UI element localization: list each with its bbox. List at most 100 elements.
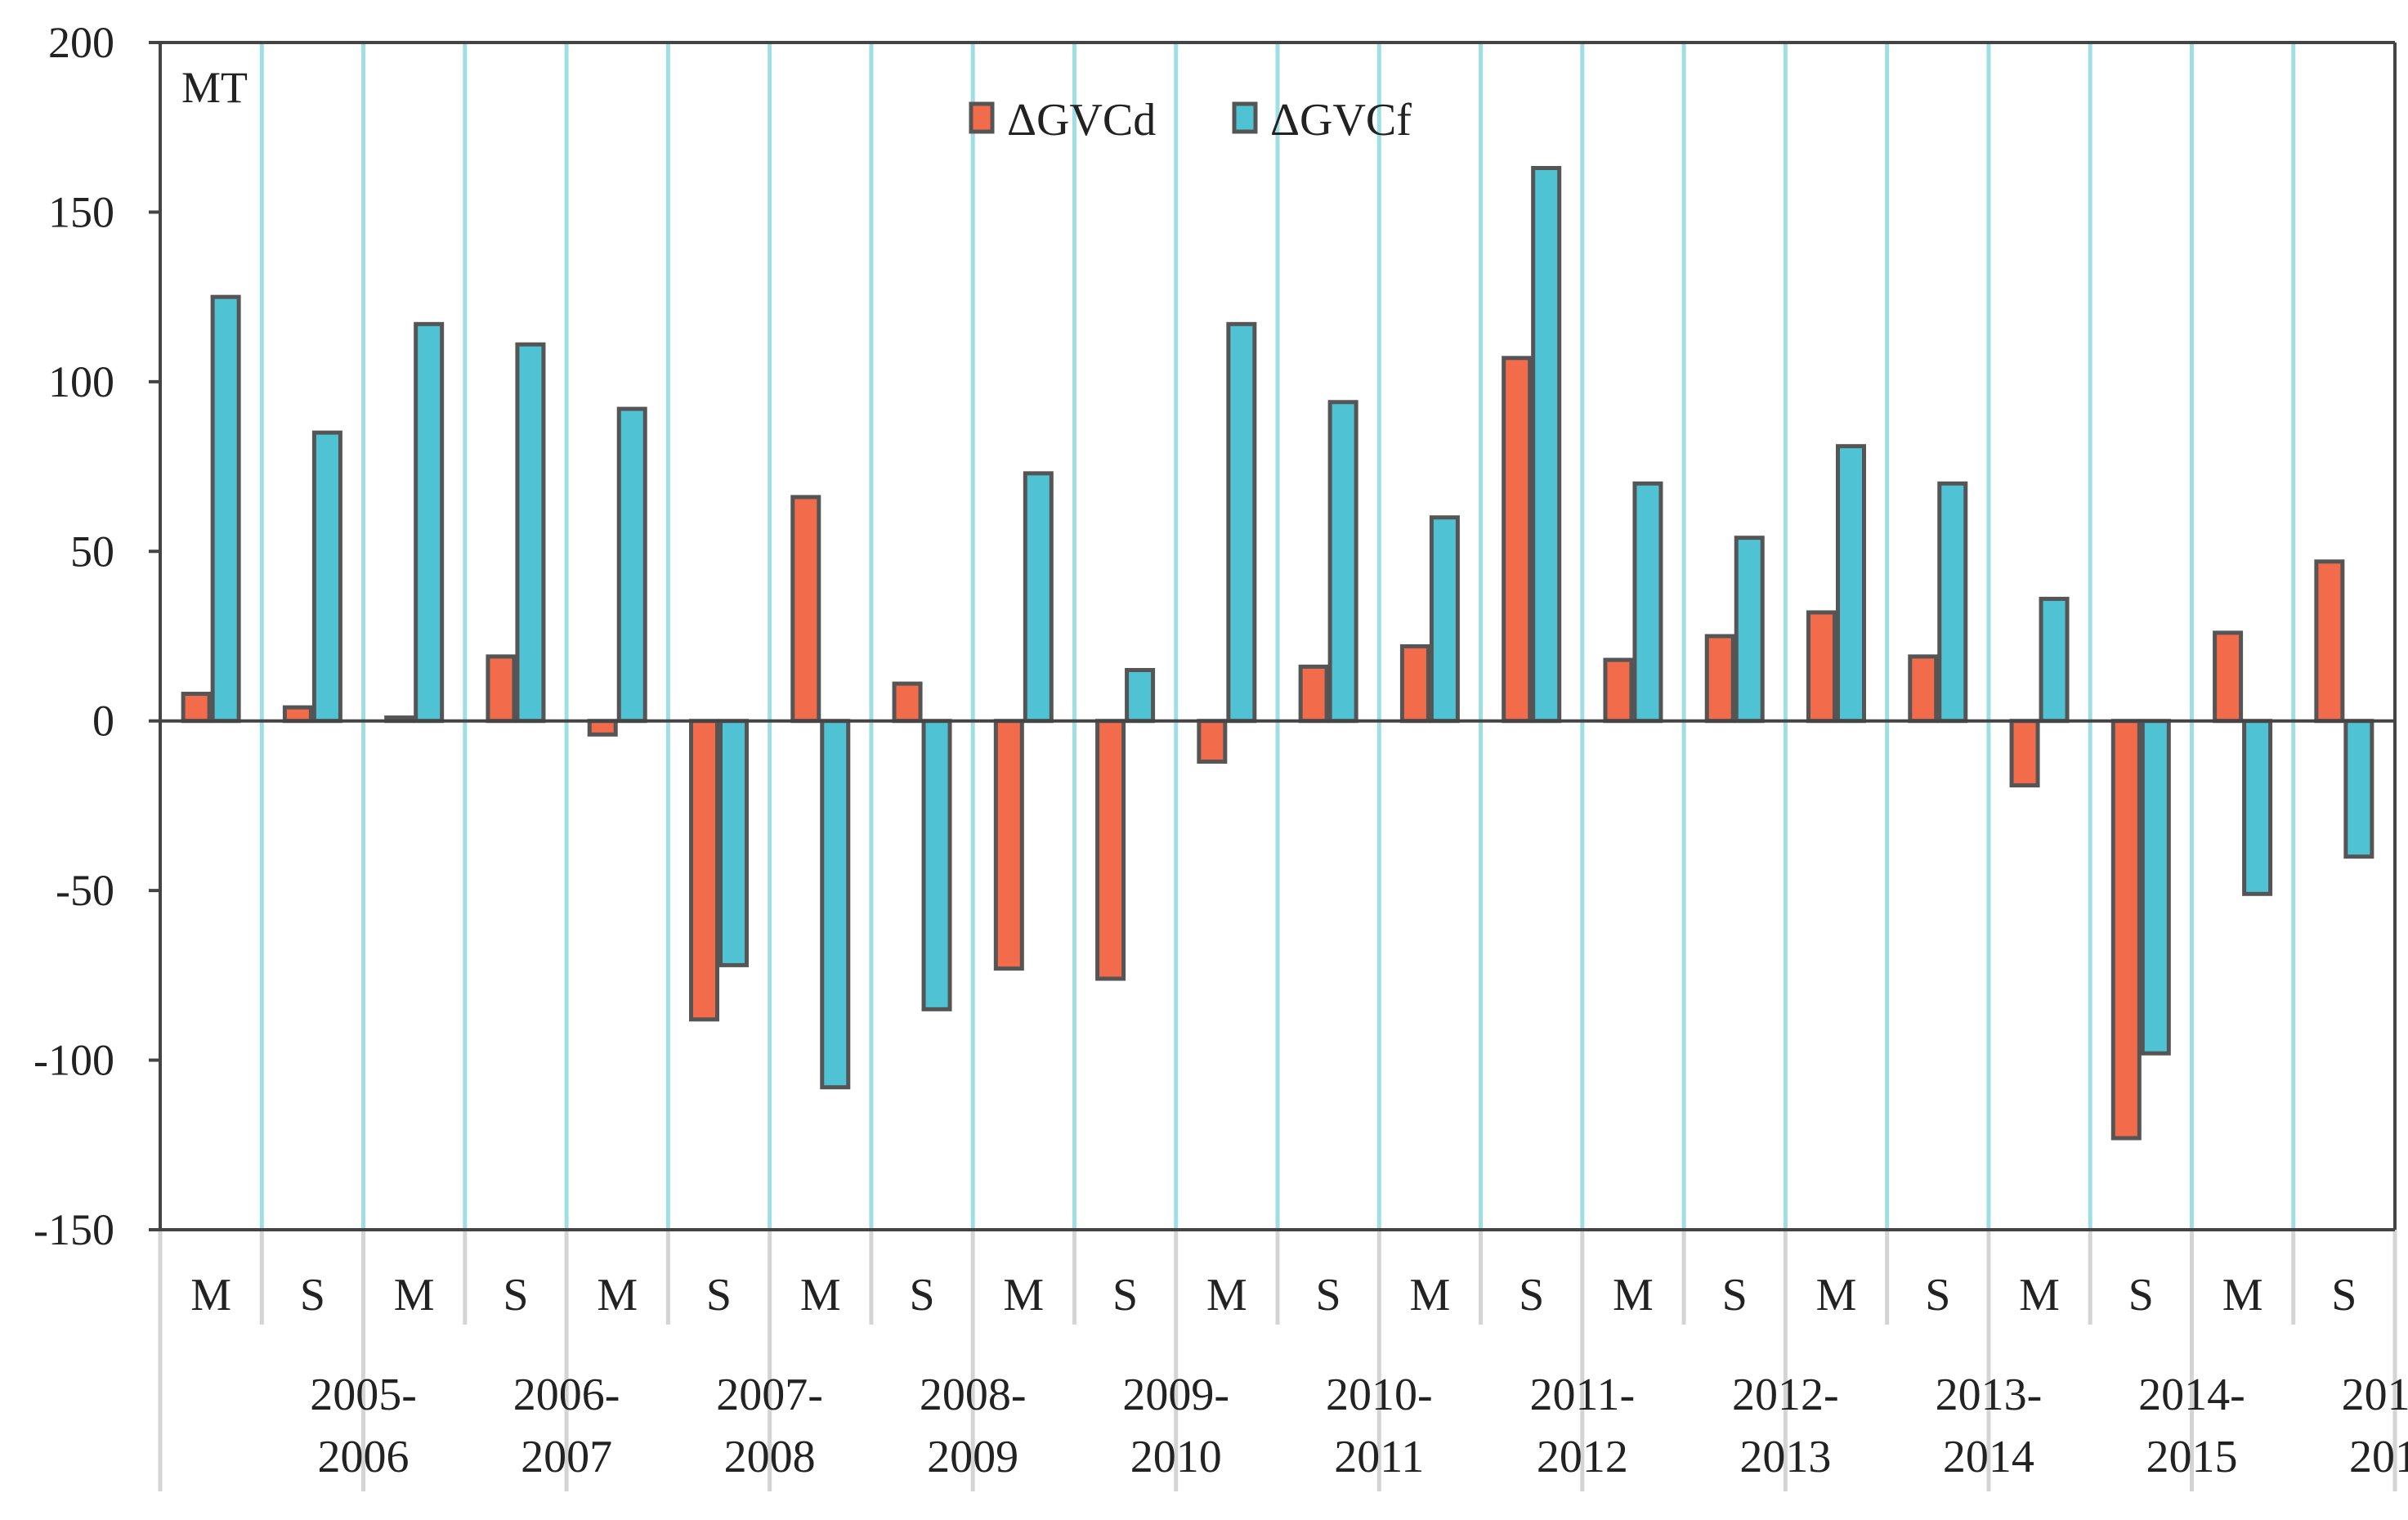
y-axis-unit-label: MT: [181, 63, 248, 112]
x-sub-category-label: S: [706, 1270, 732, 1320]
legend-swatch-gvcd: [969, 101, 995, 134]
bar-gvcf: [616, 406, 647, 724]
legend-swatch-gvcf: [1232, 101, 1258, 134]
x-labels: M S M S M S M S M S M S M S M S M S M S M S 2005- 2006 2006- 2007…: [190, 1270, 2408, 1482]
y-tick-label: -50: [56, 866, 114, 915]
x-period-label: 2011: [1334, 1432, 1424, 1482]
x-sub-category-label: S: [2128, 1270, 2154, 1320]
category-dividers: [158, 43, 2397, 1491]
y-tick-label: -150: [34, 1205, 114, 1254]
bar-gvcf: [2242, 719, 2273, 896]
x-period-label: 2013-: [1936, 1370, 2043, 1420]
x-sub-category-label: M: [190, 1270, 231, 1320]
bar-gvcd: [1806, 610, 1837, 724]
x-sub-category-label: M: [1613, 1270, 1654, 1320]
y-tick-label: 150: [48, 187, 114, 236]
bar-gvcd: [181, 692, 212, 724]
x-period-label: 2014: [1943, 1432, 2034, 1482]
bar-gvcf: [1836, 444, 1866, 724]
bar-gvcf: [2140, 719, 2171, 1056]
bar-gvcf: [1632, 481, 1663, 724]
bar-gvcd: [790, 495, 821, 724]
y-tick-label: 100: [48, 357, 114, 406]
bar-gvcd: [1399, 643, 1430, 724]
x-sub-category-label: S: [909, 1270, 934, 1320]
bar-gvcf: [311, 430, 342, 724]
bar-gvcd: [2110, 719, 2142, 1141]
x-sub-category-label: S: [503, 1270, 528, 1320]
x-period-label: 2006: [318, 1432, 410, 1482]
x-period-label: 2012: [1537, 1432, 1628, 1482]
y-tick-label: -100: [34, 1036, 114, 1085]
x-sub-category-label: S: [300, 1270, 325, 1320]
bar-gvcd: [1603, 657, 1634, 724]
x-period-label: 2009: [927, 1432, 1018, 1482]
x-sub-category-label: M: [1003, 1270, 1044, 1320]
x-period-label: 2006-: [513, 1370, 620, 1420]
x-period-label: 2008-: [920, 1370, 1027, 1420]
x-period-label: 2010-: [1326, 1370, 1433, 1420]
bar-gvcd: [587, 719, 618, 737]
bar-gvcd: [2213, 630, 2244, 724]
bar-gvcf: [210, 294, 241, 724]
bar-gvcd: [689, 719, 719, 1022]
x-sub-category-label: S: [1519, 1270, 1544, 1320]
bar-gvcd: [486, 654, 517, 724]
x-period-label: 2011-: [1530, 1370, 1636, 1420]
bar-gvcf: [1125, 667, 1156, 724]
bar-gvcf: [2039, 596, 2070, 724]
bar-gvcd: [1197, 719, 1228, 764]
legend-label-gvcf: ΔGVCf: [1270, 95, 1412, 146]
bar-gvcd: [1298, 664, 1329, 724]
bar-gvcf: [820, 719, 851, 1090]
x-period-label: 2005-: [310, 1370, 417, 1420]
x-period-label: 2008: [724, 1432, 816, 1482]
x-sub-category-label: M: [2222, 1270, 2263, 1320]
x-sub-category-label: M: [800, 1270, 841, 1320]
bar-gvcf: [2343, 719, 2374, 859]
bar-gvcf: [1327, 400, 1358, 724]
bar-gvcd: [892, 681, 923, 724]
x-period-label: 2015: [2146, 1432, 2237, 1482]
bar-gvcf: [515, 342, 546, 724]
bar-gvcf: [1937, 481, 1968, 724]
x-period-label: 2009-: [1122, 1370, 1229, 1420]
bar-gvcd: [1908, 654, 1939, 724]
x-period-label: 2014-: [2138, 1370, 2245, 1420]
bar-gvcd: [282, 705, 313, 724]
bar-gvcd: [993, 719, 1024, 971]
x-sub-category-label: S: [1722, 1270, 1748, 1320]
x-sub-category-label: M: [2019, 1270, 2060, 1320]
bar-gvcf: [1429, 515, 1460, 724]
axes: [159, 41, 2397, 1231]
bar-gvcd: [1095, 719, 1126, 981]
x-sub-category-label: M: [394, 1270, 435, 1320]
x-sub-category-label: M: [1206, 1270, 1247, 1320]
x-sub-category-label: M: [1816, 1270, 1857, 1320]
legend: ΔGVCd ΔGVCf: [969, 95, 1412, 146]
x-period-label: 2007: [521, 1432, 612, 1482]
x-sub-category-label: S: [2331, 1270, 2357, 1320]
y-tick-label: 50: [70, 527, 114, 576]
bar-gvcd: [2009, 719, 2040, 788]
y-ticks: 200 150 100 50 0 -50 -100 -150: [34, 18, 160, 1254]
x-sub-category-label: S: [1112, 1270, 1138, 1320]
bar-gvcd: [1502, 356, 1533, 724]
y-tick-label: 200: [48, 18, 114, 67]
y-tick-label: 0: [92, 697, 114, 746]
bar-gvcf: [414, 321, 445, 724]
x-period-label: 2016: [2349, 1432, 2408, 1482]
x-period-label: 2015-: [2342, 1370, 2408, 1420]
x-period-label: 2013: [1739, 1432, 1831, 1482]
x-period-label: 2010: [1130, 1432, 1222, 1482]
bar-gvcf: [718, 719, 749, 967]
x-sub-category-label: M: [597, 1270, 638, 1320]
bar-gvcf: [921, 719, 952, 1011]
legend-label-gvcd: ΔGVCd: [1007, 95, 1156, 146]
bar-gvcf: [1226, 321, 1257, 724]
bar-gvcd: [1704, 634, 1735, 724]
bar-gvcd: [2314, 559, 2345, 724]
bar-gvcf: [1531, 165, 1562, 724]
bar-gvcf: [1023, 471, 1054, 724]
